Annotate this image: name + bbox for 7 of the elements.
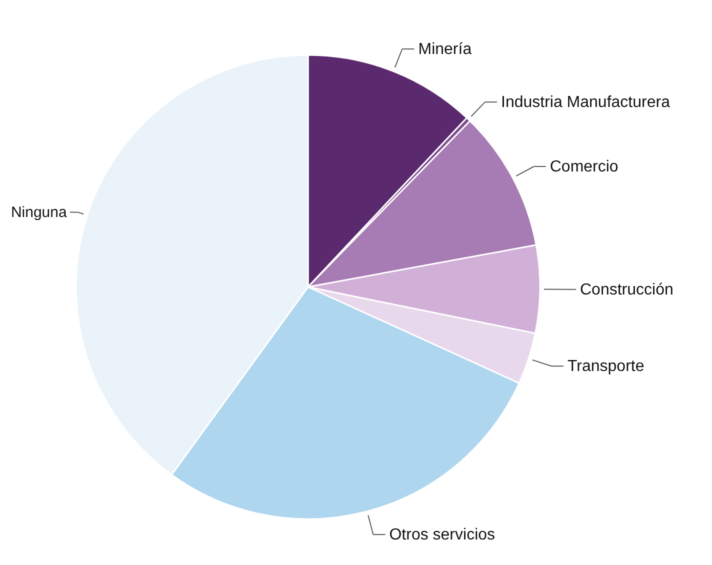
slice-label: Industria Manufacturera (500, 94, 670, 112)
slice-label: Minería (418, 40, 472, 58)
slice-label: Otros servicios (389, 526, 496, 544)
slice-label: Comercio (550, 158, 618, 176)
slice-label: Transporte (567, 358, 644, 376)
slice-label: Construcción (580, 281, 674, 298)
slice-label: Ninguna (10, 204, 68, 222)
